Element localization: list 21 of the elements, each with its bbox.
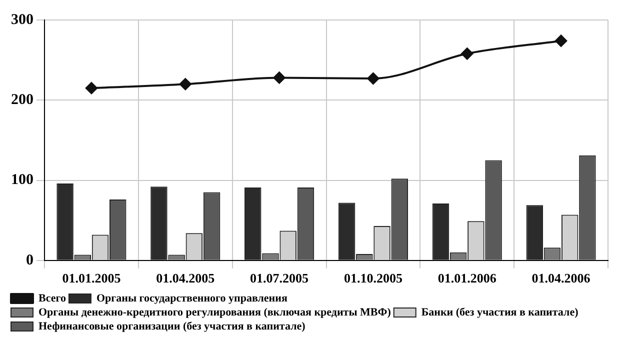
legend-label: Всего [38, 292, 66, 304]
point [179, 78, 192, 90]
y-tick-label: 0 [26, 252, 34, 268]
legend-label: Нефинансовые организации (без участия в капитале) [38, 320, 306, 332]
x-tick-label: 01.07.2005 [250, 270, 310, 286]
y-tick-label: 300 [11, 12, 34, 28]
point [85, 82, 98, 94]
legend-label: Органы государственного управления [96, 292, 288, 304]
legend-label: Банки (без участия в капитале) [421, 306, 579, 318]
x-tick-label: 01.01.2006 [438, 270, 497, 286]
x-tick-label: 01.04.2006 [532, 270, 591, 286]
y-tick-label: 200 [11, 92, 34, 108]
point [273, 72, 286, 84]
x-tick-label: 01.01.2005 [62, 270, 122, 286]
point [461, 48, 474, 60]
point [367, 72, 380, 84]
x-tick-label: 01.10.2005 [344, 270, 403, 286]
legend-label: Органы денежно-кредитного регулирования (включая кредиты МВФ) [38, 306, 392, 318]
point [555, 34, 568, 47]
y-tick-label: 100 [11, 172, 34, 188]
x-tick-label: 01.04.2005 [156, 270, 216, 286]
